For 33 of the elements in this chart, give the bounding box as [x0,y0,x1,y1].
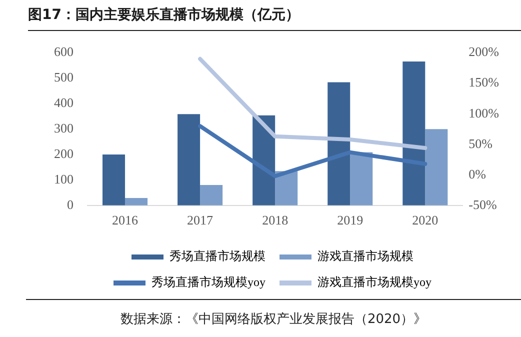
source-note: 数据来源：《中国网络版权产业发展报告（2020）》 [119,311,428,328]
x-tick-label: 2018 [262,212,288,228]
y2-tick-label: 150% [468,74,500,90]
legend-label: 游戏直播市场规模yoy [318,275,432,290]
chart-title: 图17：国内主要娱乐直播市场规模（亿元） [28,6,300,24]
y-tick-label: 0 [67,196,74,212]
x-tick-label: 2019 [337,212,364,228]
bar [402,61,426,206]
y-tick-label: 600 [54,44,74,60]
y-tick-label: 100 [54,171,74,186]
x-tick-label: 2020 [412,212,438,228]
y2-tick-label: 100% [468,105,500,120]
y2-tick-label: 200% [468,44,500,60]
y2-tick-label: 50% [468,136,493,151]
bar [328,82,350,206]
y-tick-label: 500 [54,70,74,85]
bar [200,185,223,206]
legend-label: 秀场直播市场规模 [170,249,266,264]
bar [102,154,126,206]
bar [275,171,298,206]
bar [425,129,448,206]
bar [350,152,373,206]
y2-tick-label: -50% [468,196,497,212]
y2-tick-label: 0% [468,166,486,182]
y-tick-label: 300 [54,120,74,136]
x-tick-label: 2016 [112,212,139,228]
y-tick-label: 400 [54,95,74,110]
x-tick-label: 2017 [187,212,214,228]
y-tick-label: 200 [54,146,74,161]
bar [125,198,148,206]
legend-label: 秀场直播市场规模yoy [152,275,266,290]
legend-label: 游戏直播市场规模 [318,249,414,264]
bar [178,114,200,206]
